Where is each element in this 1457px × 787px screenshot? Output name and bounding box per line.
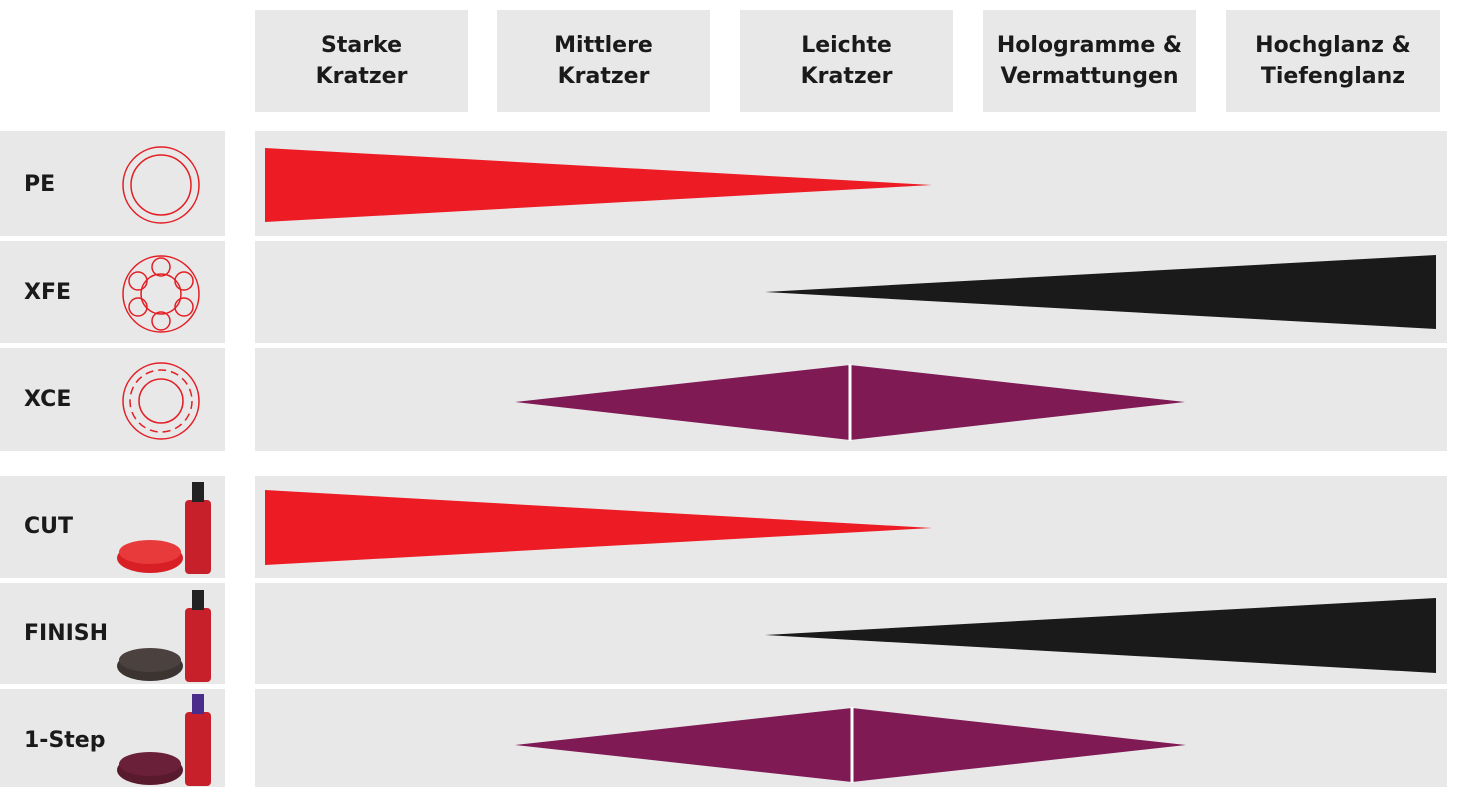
wedge [265, 148, 932, 222]
motion-icon [123, 256, 199, 332]
wedge [765, 255, 1436, 329]
motion-icon [123, 147, 199, 223]
wedge [765, 598, 1436, 673]
product-icon [117, 694, 211, 786]
wedge [265, 490, 932, 565]
diagram-shapes [0, 0, 1457, 787]
motion-icon [123, 363, 199, 439]
product-icon [117, 590, 211, 682]
product-icon [117, 482, 211, 574]
page: {"header": {"columns": [ {"lines": ["Sta… [0, 0, 1457, 787]
